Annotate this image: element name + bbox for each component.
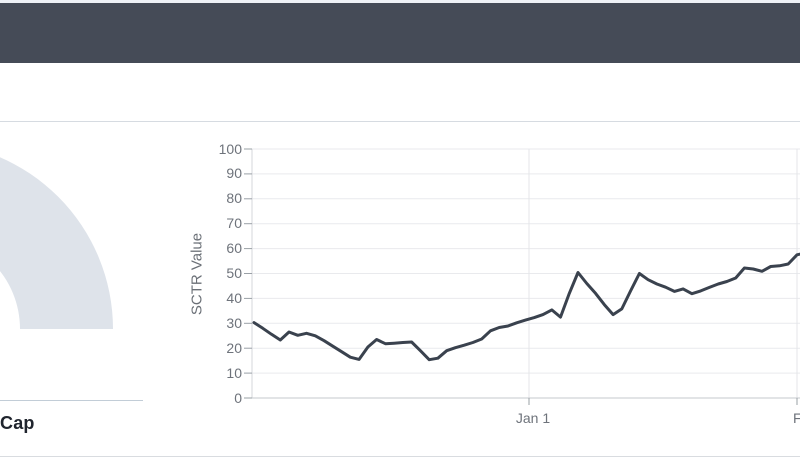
gauge-label: Cap: [0, 413, 35, 433]
sctr-line: [252, 252, 800, 362]
top-strip: [0, 0, 800, 3]
gauge-divider: [0, 400, 143, 401]
bottom-divider: [0, 456, 800, 457]
app-header: [0, 3, 800, 63]
sctr-line-chart: [244, 148, 800, 405]
sctr-gauge: [0, 157, 113, 329]
gauge-arc-icon: [0, 157, 113, 329]
